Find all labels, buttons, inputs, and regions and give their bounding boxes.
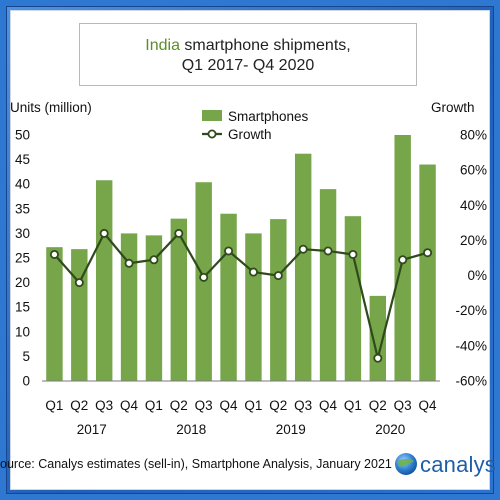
bar-smartphones <box>46 247 63 381</box>
y2-tick-label: 80% <box>460 128 487 143</box>
bar-smartphones <box>170 218 188 381</box>
chart-title-line-1: India smartphone shipments, <box>80 37 416 55</box>
x-tick-label: Q1 <box>344 398 362 413</box>
x-tick-label: Q2 <box>70 398 88 413</box>
y-tick-label: 20 <box>15 275 30 290</box>
bar-smartphones <box>245 233 262 381</box>
legend-label-growth: Growth <box>228 127 272 142</box>
y2-tick-label: -20% <box>455 303 487 318</box>
bar-smartphones <box>120 233 138 381</box>
growth-point <box>224 246 234 256</box>
y-tick-label: 50 <box>15 128 30 143</box>
x-tick-label: Q1 <box>45 398 63 413</box>
x-tick-label: Q2 <box>170 398 188 413</box>
y-tick-label: 30 <box>15 226 30 241</box>
y-tick-label: 35 <box>15 201 30 216</box>
year-label: 2019 <box>276 422 306 437</box>
y-axis-label: Units (million) <box>10 100 92 115</box>
y-tick-label: 40 <box>15 177 30 192</box>
growth-point <box>423 248 433 258</box>
x-tick-label: Q4 <box>220 398 239 413</box>
x-tick-label: Q2 <box>369 398 387 413</box>
chart-title-box: India smartphone shipments, Q1 2017- Q4 … <box>79 23 417 86</box>
x-tick-label: Q1 <box>244 398 262 413</box>
canalys-globe-icon <box>395 453 417 475</box>
y2-tick-label: -40% <box>455 338 487 353</box>
x-tick-label: Q1 <box>145 398 163 413</box>
y-tick-label: 0 <box>22 374 30 389</box>
x-tick-label: Q4 <box>419 398 438 413</box>
y2-axis-label: Growth <box>431 100 475 115</box>
x-tick-label: Q4 <box>120 398 139 413</box>
canalys-logo-text: canalys <box>420 452 496 477</box>
chart-title-line-2: Q1 2017- Q4 2020 <box>181 57 315 74</box>
bar-smartphones <box>145 235 163 381</box>
growth-point <box>298 244 308 254</box>
growth-point <box>74 278 84 288</box>
x-tick-label: Q3 <box>394 398 412 413</box>
growth-point <box>348 249 358 259</box>
bar-smartphones <box>220 213 237 381</box>
y2-tick-label: 60% <box>460 163 487 178</box>
y-tick-label: 15 <box>15 300 30 315</box>
legend-swatch-smartphones <box>202 110 222 121</box>
bar-smartphones <box>419 164 436 381</box>
y-tick-label: 5 <box>22 349 30 364</box>
y2-tick-label: 0% <box>467 268 487 283</box>
legend-label-smartphones: Smartphones <box>228 109 309 124</box>
growth-point <box>199 272 209 282</box>
y2-tick-label: 40% <box>460 198 487 213</box>
source-note: ource: Canalys estimates (sell-in), Smar… <box>0 457 392 471</box>
x-tick-label: Q3 <box>195 398 213 413</box>
growth-point <box>323 246 333 256</box>
x-tick-label: Q2 <box>269 398 287 413</box>
growth-point <box>174 228 184 238</box>
growth-line <box>53 231 428 359</box>
bar-smartphones <box>95 180 113 381</box>
growth-point <box>99 228 109 238</box>
x-tick-label: Q4 <box>319 398 338 413</box>
y-tick-label: 45 <box>15 152 30 167</box>
growth-point <box>248 267 258 277</box>
bar-smartphones <box>270 219 287 381</box>
year-label: 2017 <box>77 422 107 437</box>
growth-point <box>373 353 383 363</box>
chart-title-accent: India <box>145 37 180 54</box>
x-tick-label: Q3 <box>294 398 312 413</box>
x-tick-label: Q3 <box>95 398 113 413</box>
bar-smartphones <box>344 216 362 381</box>
growth-point <box>149 255 159 265</box>
growth-point <box>273 271 283 281</box>
y-tick-label: 10 <box>15 324 30 339</box>
y-tick-label: 25 <box>15 251 30 266</box>
year-label: 2018 <box>176 422 206 437</box>
year-label: 2020 <box>375 422 405 437</box>
growth-point <box>49 249 59 259</box>
bar-smartphones <box>294 153 312 381</box>
y2-tick-label: -60% <box>455 374 487 389</box>
growth-point <box>398 255 408 265</box>
y2-tick-label: 20% <box>460 233 487 248</box>
legend-swatch-growth-marker <box>207 129 217 139</box>
bar-smartphones <box>319 189 337 381</box>
chart-title-rest: smartphone shipments, <box>179 37 351 54</box>
growth-point <box>124 258 134 268</box>
